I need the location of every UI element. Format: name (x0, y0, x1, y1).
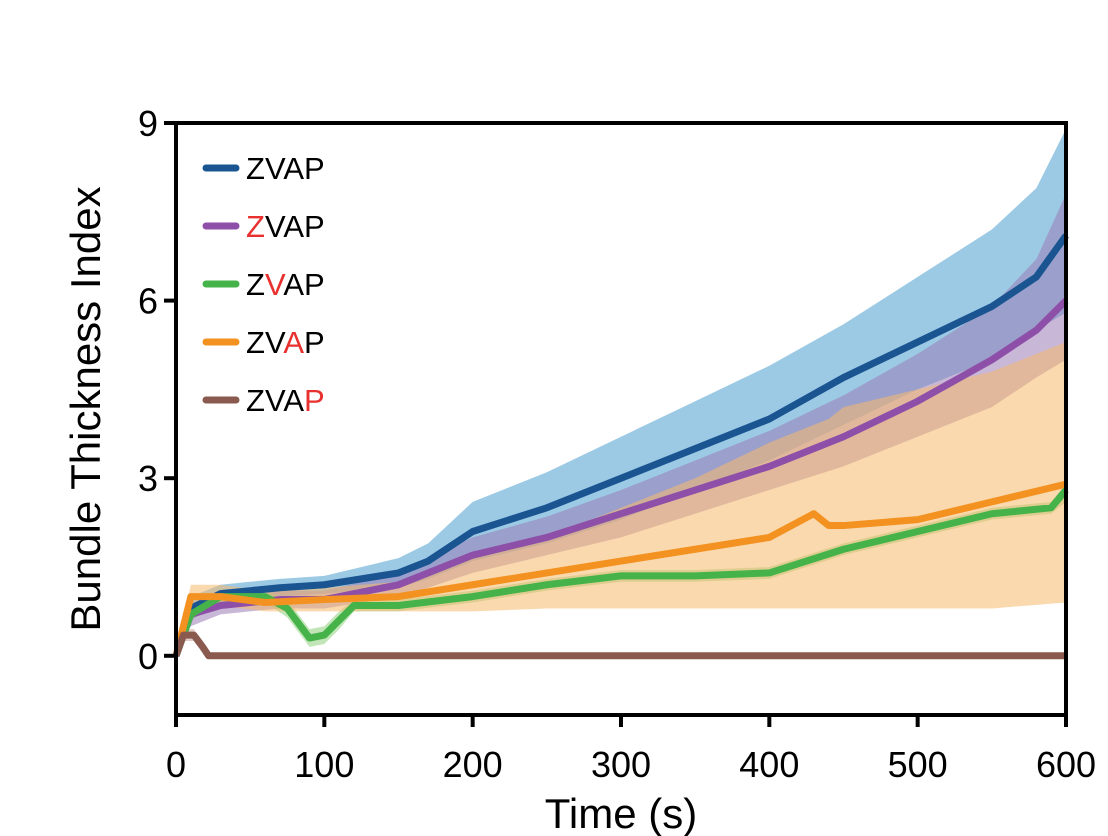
y-axis-title: Bundle Thickness Index (62, 186, 109, 631)
series-lines (172, 233, 1069, 660)
legend-label-4: ZVAP (246, 383, 325, 418)
x-axis-ticks: 0 100 200 300 400 500 600 (166, 715, 1096, 785)
legend-label-2: ZVAP (246, 267, 325, 302)
legend-label-0: ZVAP (246, 151, 325, 186)
y-tick-label: 6 (138, 281, 158, 322)
legend: ZVAP ZVAP ZVAP ZVAP ZVAP (202, 151, 325, 418)
series-line-4 (172, 631, 1066, 660)
series-line-0 (172, 233, 1069, 657)
confidence-bands (176, 128, 1066, 656)
x-tick-label: 200 (443, 744, 503, 785)
x-tick-label: 600 (1036, 744, 1096, 785)
x-tick-label: 100 (294, 744, 354, 785)
x-tick-label: 500 (888, 744, 948, 785)
x-axis-title: Time (s) (545, 790, 697, 836)
y-tick-label: 9 (138, 103, 158, 144)
legend-label-1: ZVAP (246, 209, 325, 244)
x-tick-label: 300 (591, 744, 651, 785)
x-tick-label: 400 (739, 744, 799, 785)
legend-label-3: ZVAP (246, 325, 325, 360)
series-line-3 (172, 480, 1067, 657)
x-tick-label: 0 (166, 744, 186, 785)
y-tick-label: 0 (138, 636, 158, 677)
y-tick-label: 3 (138, 458, 158, 499)
series-band-3 (176, 342, 1066, 656)
series-line-2 (172, 487, 1069, 657)
y-axis-ticks: 0 3 6 9 (138, 103, 176, 677)
